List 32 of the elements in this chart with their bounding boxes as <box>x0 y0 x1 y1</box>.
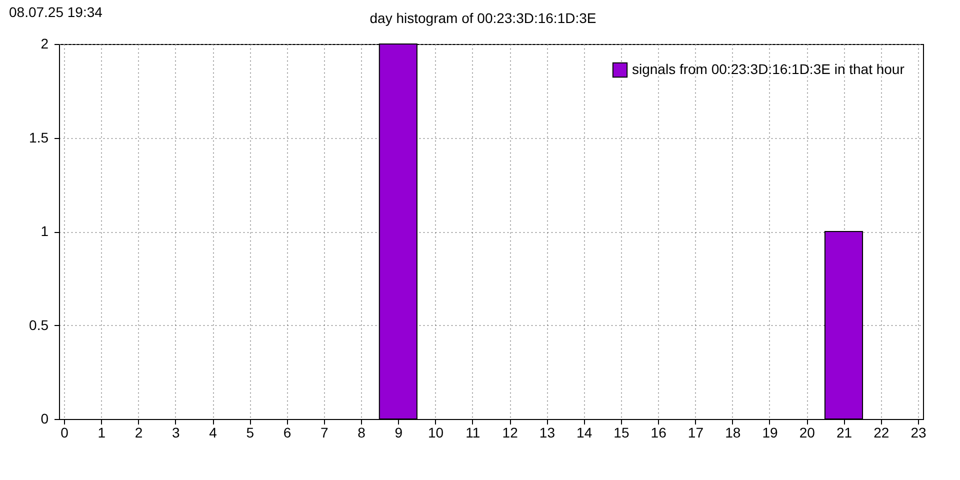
x-tick-label: 9 <box>394 424 403 440</box>
x-tick-label: 21 <box>836 424 852 440</box>
x-tick-label: 19 <box>762 424 778 440</box>
x-tick-label: 20 <box>799 424 816 440</box>
x-tick-label: 3 <box>172 424 180 440</box>
y-tick-label: 1 <box>40 223 49 239</box>
legend-label: signals from 00:23:3D:16:1D:3E in that hour <box>632 61 905 77</box>
x-tick-label: 16 <box>650 424 667 440</box>
x-tick-label: 2 <box>134 424 143 440</box>
x-tick-label: 23 <box>910 424 926 440</box>
x-tick-label: 1 <box>98 424 106 440</box>
x-tick-label: 11 <box>466 424 480 440</box>
y-tick-label: 0 <box>40 410 49 426</box>
x-tick-label: 22 <box>874 424 890 440</box>
x-tick-label: 18 <box>725 424 741 440</box>
chart-title: day histogram of 00:23:3D:16:1D:3E <box>370 10 596 26</box>
x-tick-label: 12 <box>502 424 518 440</box>
x-tick-label: 7 <box>320 424 329 440</box>
x-tick-label: 17 <box>688 424 704 440</box>
x-tick-label: 10 <box>428 424 444 440</box>
x-tick-label: 15 <box>614 424 630 440</box>
y-tick-label: 2 <box>40 36 49 52</box>
x-tick-label: 0 <box>60 424 69 440</box>
x-tick-label: 13 <box>539 424 556 440</box>
x-tick-label: 5 <box>246 424 254 440</box>
x-tick-label: 8 <box>358 424 366 440</box>
x-tick-label: 6 <box>283 424 292 440</box>
y-tick-label: 1.5 <box>29 129 49 146</box>
x-tick-label: 14 <box>576 424 592 440</box>
text: 08.07.25 19:34 <box>9 4 103 20</box>
y-tick-label: 0.5 <box>29 316 49 333</box>
x-tick-label: 4 <box>209 424 218 440</box>
